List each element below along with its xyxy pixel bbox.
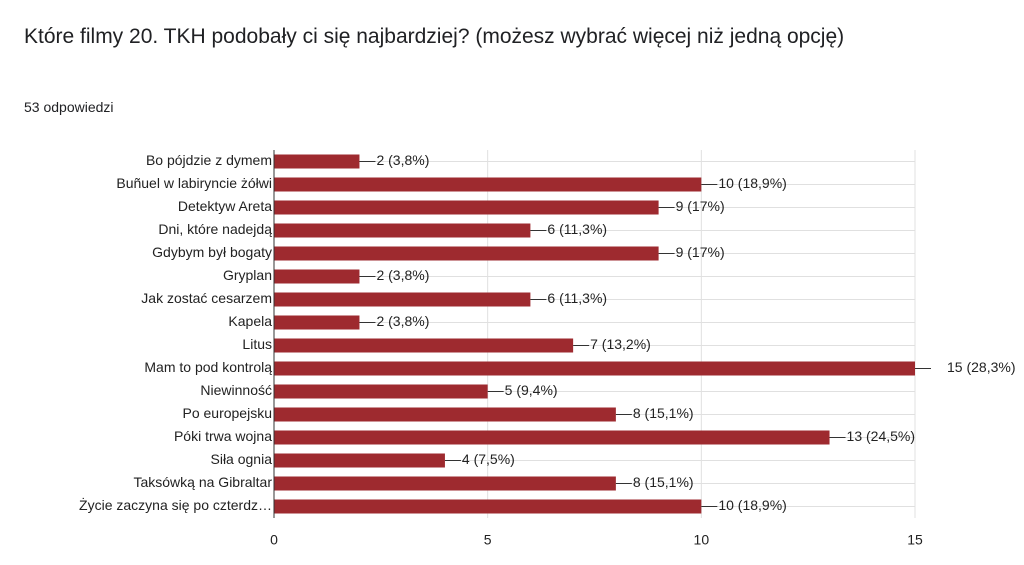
data-label: 5 (9,4%): [505, 382, 558, 398]
bar: [274, 315, 360, 330]
bar: [274, 430, 830, 445]
data-label: 8 (15,1%): [633, 405, 694, 421]
chart-bars: [274, 154, 915, 514]
category-label: Bo pójdzie z dymem: [146, 152, 272, 168]
question-title: Które filmy 20. TKH podobały ci się najb…: [24, 25, 845, 48]
category-label: Gdybym był bogaty: [152, 244, 272, 260]
category-label: Taksówką na Gibraltar: [133, 474, 272, 490]
category-label: Jak zostać cesarzem: [141, 290, 272, 306]
response-count: 53 odpowiedzi: [24, 99, 114, 115]
bar: [274, 223, 531, 238]
category-label: Buñuel w labiryncie żółwi: [116, 175, 272, 191]
data-label: 6 (11,3%): [547, 290, 607, 306]
category-label: Gryplan: [223, 267, 272, 283]
bar: [274, 361, 915, 376]
bar: [274, 292, 531, 307]
bar: [274, 476, 616, 491]
data-label: 10 (18,9%): [718, 175, 786, 191]
x-tick-label: 5: [484, 532, 492, 548]
category-label: Życie zaczyna się po czterdz…: [79, 496, 272, 513]
bar: [274, 384, 488, 399]
data-label: 9 (17%): [676, 198, 725, 214]
data-label: 9 (17%): [676, 244, 725, 260]
bar: [274, 200, 659, 215]
category-label: Litus: [242, 336, 272, 352]
data-label: 6 (11,3%): [547, 221, 607, 237]
data-label: 2 (3,8%): [376, 152, 429, 168]
data-label: 2 (3,8%): [376, 313, 429, 329]
x-tick-label: 10: [694, 532, 710, 548]
category-label: Niewinność: [200, 382, 272, 398]
bar: [274, 269, 360, 284]
category-label: Detektyw Areta: [178, 198, 272, 214]
category-label: Mam to pod kontrolą: [144, 359, 272, 375]
bar: [274, 338, 574, 353]
data-label: 8 (15,1%): [633, 474, 694, 490]
x-tick-label: 15: [907, 532, 923, 548]
data-label: 10 (18,9%): [718, 497, 786, 513]
data-label: 15 (28,3%): [947, 359, 1015, 375]
bar: [274, 154, 360, 169]
data-label: 13 (24,5%): [847, 428, 915, 444]
data-label: 7 (13,2%): [590, 336, 651, 352]
bar: [274, 499, 702, 514]
category-label: Póki trwa wojna: [174, 428, 272, 444]
chart-labels: 0 5 10 15 Bo pójdzie z dymem 2 (3,8%) Buñuel w…: [79, 152, 1015, 548]
category-label: Siła ognia: [211, 451, 273, 467]
bar: [274, 177, 702, 192]
x-tick-label: 0: [270, 532, 278, 548]
data-label: 4 (7,5%): [462, 451, 515, 467]
category-label: Po europejsku: [182, 405, 272, 421]
category-label: Dni, które nadejdą: [158, 221, 272, 237]
bar: [274, 407, 616, 422]
bar: [274, 246, 659, 261]
data-label: 2 (3,8%): [376, 267, 429, 283]
category-label: Kapela: [228, 313, 272, 329]
bar: [274, 453, 445, 468]
